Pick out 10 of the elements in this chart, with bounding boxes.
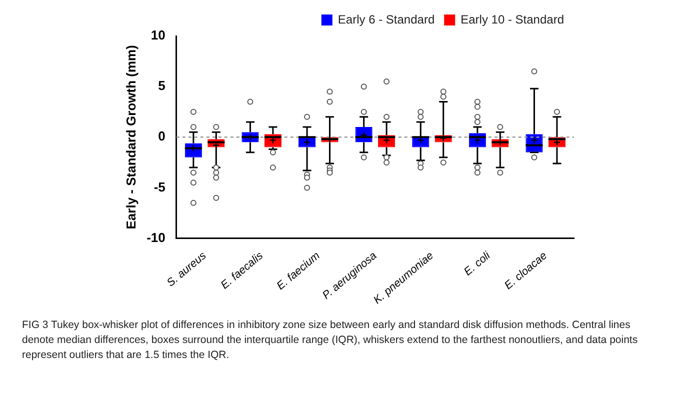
y-tick-label: -5 [154, 179, 166, 194]
legend-label: Early 10 - Standard [460, 12, 564, 26]
x-tick-label: E. coli [462, 249, 494, 278]
y-tick-label: 5 [158, 78, 166, 94]
y-tick-label: -10 [146, 230, 166, 245]
legend-label: Early 6 - Standard [338, 12, 435, 26]
y-tick-label: 0 [158, 128, 166, 144]
y-axis-title: Early - Standard Growth (mm) [123, 45, 138, 230]
y-tick-label: 10 [150, 28, 166, 43]
caption: FIG 3 Tukey box-whisker plot of differences in inhibitory zone size between early and standard disk diffusion methods. Central lines denote median differences, boxes surround the interquartile range (IQR), whiskers extend to the farthest nonoutliers, and data points represent outliers that are 1.5 times the IQR. [22, 318, 639, 364]
